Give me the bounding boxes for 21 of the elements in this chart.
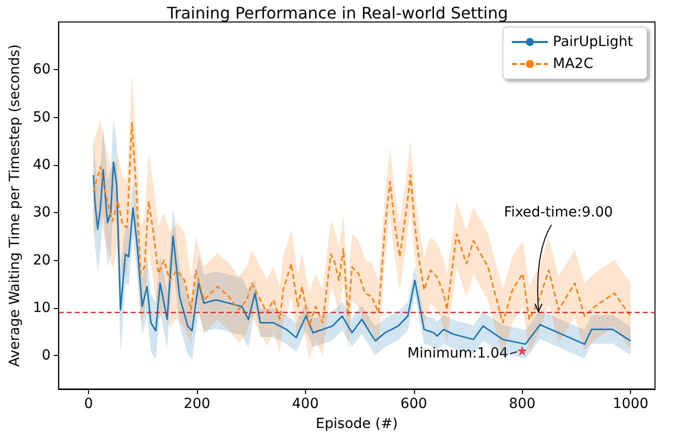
x-tick-label: 400 bbox=[292, 396, 319, 412]
annotation: Minimum:1.04 bbox=[407, 346, 508, 362]
y-tick-label: 60 bbox=[32, 62, 51, 78]
annotation: Fixed-time:9.00 bbox=[504, 204, 613, 221]
chart-title: Training Performance in Real-world Setting bbox=[166, 4, 508, 22]
y-tick-label: 50 bbox=[32, 109, 51, 126]
legend-label: MA2C bbox=[552, 56, 594, 72]
x-tick-label: 200 bbox=[184, 396, 210, 412]
x-tick-label: 600 bbox=[400, 396, 428, 412]
y-axis-title: Average Waiting Time per Timestep (seconds) bbox=[7, 44, 23, 367]
x-tick-label: 1000 bbox=[612, 396, 648, 412]
y-tick-label: 40 bbox=[32, 156, 51, 173]
x-tick-label: 800 bbox=[508, 396, 536, 412]
y-tick-label: 0 bbox=[42, 348, 51, 364]
line-series bbox=[92, 161, 632, 345]
y-tick-label: 20 bbox=[32, 252, 51, 268]
legend-label: PairUpLight bbox=[552, 34, 634, 50]
x-tick-label: 0 bbox=[84, 396, 93, 412]
x-axis-title: Episode (#) bbox=[316, 416, 398, 432]
y-tick-label: 30 bbox=[32, 204, 51, 221]
y-tick-label: 10 bbox=[32, 300, 51, 316]
